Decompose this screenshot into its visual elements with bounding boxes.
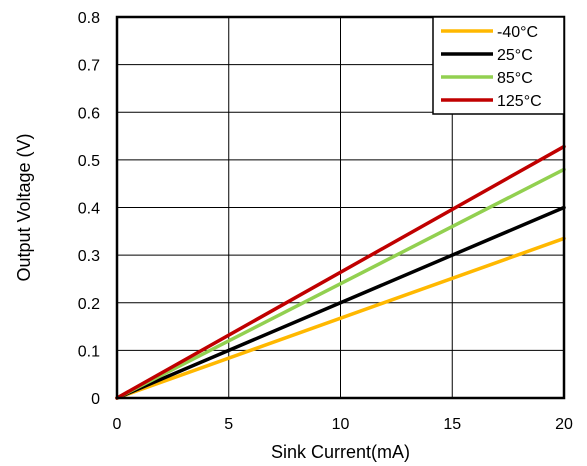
plot-area-frame [115,15,566,400]
y-tick-label-6: 0.6 [78,105,100,122]
y-axis-title: Output Voltage (V) [14,133,34,281]
x-tick-label-2: 10 [332,416,350,433]
series-line-0 [115,236,566,400]
series-lines [115,144,566,400]
legend: -40°C 25°C 85°C 125°C [432,16,565,115]
series-line-3 [115,144,566,400]
legend-label-1: 25°C [497,47,533,64]
x-tick-label-1: 5 [224,416,233,433]
series-line-2 [115,167,566,400]
y-tick-label-1: 0.1 [78,343,100,360]
y-tick-label-0: 0 [91,391,100,408]
legend-label-2: 85°C [497,70,533,87]
x-axis-ticks: 0 5 10 15 20 [113,416,573,433]
x-tick-label-3: 15 [443,416,461,433]
x-axis-title: Sink Current(mA) [271,442,410,462]
y-tick-label-7: 0.7 [78,58,100,75]
legend-label-0: -40°C [497,24,538,41]
x-tick-label-4: 20 [555,416,573,433]
y-tick-label-2: 0.2 [78,296,100,313]
series-line-1 [115,205,566,400]
y-tick-label-3: 0.3 [78,248,100,265]
y-tick-label-8: 0.8 [78,10,100,27]
y-axis-ticks: 0 0.1 0.2 0.3 0.4 0.5 0.6 0.7 0.8 [78,10,100,408]
legend-label-3: 125°C [497,93,542,110]
y-tick-label-4: 0.4 [78,201,100,218]
x-tick-label-0: 0 [113,416,122,433]
y-tick-label-5: 0.5 [78,153,100,170]
legend-box [432,16,565,115]
